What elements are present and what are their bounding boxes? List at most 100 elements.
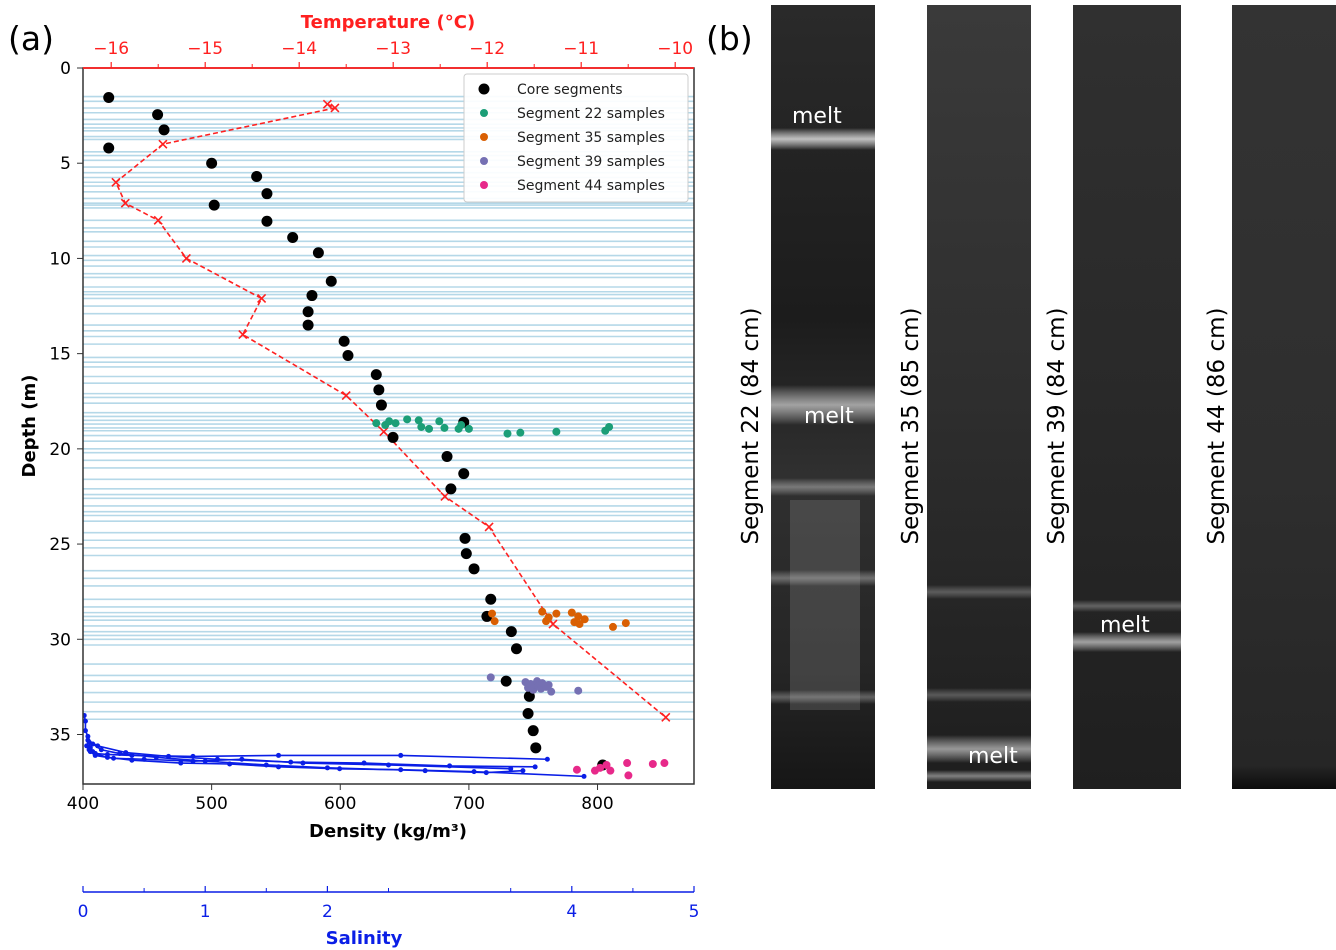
core-segment-point [500, 675, 512, 687]
legend-marker-core [478, 83, 490, 95]
depth-tick-label: 0 [60, 59, 71, 79]
salinity-profiles [83, 712, 587, 779]
segment-22-point [417, 422, 426, 431]
core-image-segment-35: melt Segment 35 (85 cm) [898, 5, 1031, 789]
salinity-point [178, 760, 184, 766]
temperature-tick-label: −10 [657, 39, 693, 59]
salinity-tick-label: 1 [200, 902, 211, 922]
core-segment-point [459, 532, 471, 544]
segment-39-label: Segment 39 (84 cm) [1044, 308, 1070, 545]
depth-tick-label: 20 [49, 440, 71, 460]
temperature-point [153, 215, 163, 225]
segment-22-point [385, 417, 394, 426]
salinity-point [104, 754, 110, 760]
salinity-point [361, 760, 367, 766]
segment-35-point [552, 609, 561, 618]
core-segment-point [208, 199, 220, 211]
depth-tick-label: 25 [49, 535, 71, 555]
segment-39-point [547, 687, 556, 696]
core-segment-point [302, 306, 314, 318]
core-segment-point [251, 171, 263, 183]
salinity-point [83, 718, 88, 724]
core-segment-point [522, 708, 534, 720]
temperature-point [379, 427, 389, 437]
density-tick-label: 600 [324, 794, 356, 814]
salinity-tick-label: 0 [78, 902, 89, 922]
temperature-ticks: −16 −15 −14 −13 −12 −11 −10 [93, 39, 693, 68]
segment-44-label: Segment 44 (86 cm) [1204, 308, 1230, 545]
segment-44-point [660, 759, 669, 768]
salinity-point [263, 762, 269, 768]
temperature-point [341, 390, 351, 401]
core-segment-point [375, 399, 387, 411]
melt-band-22d [771, 570, 875, 586]
core-segment-point [287, 231, 299, 243]
core-segment-point [460, 548, 472, 560]
core-segment-point [338, 335, 350, 347]
legend: Core segments Segment 22 samples Segment… [463, 73, 689, 203]
core-segment-point [206, 157, 218, 169]
legend-marker-seg35 [480, 133, 488, 141]
legend-marker-seg39 [480, 157, 488, 165]
salinity-tick-label: 2 [322, 902, 333, 922]
segment-22-point [457, 421, 466, 430]
segment-22-point [403, 415, 412, 424]
legend-label-core: Core segments [517, 82, 623, 98]
core-image-segment-39: melt Segment 39 (84 cm) [1044, 5, 1181, 789]
core-strip-39 [1073, 5, 1181, 789]
legend-label-seg35: Segment 35 samples [517, 130, 665, 146]
segment-22-point [391, 419, 400, 428]
temperature-point [330, 103, 340, 113]
melt-label-39: melt [1100, 613, 1150, 638]
temperature-point [661, 712, 671, 722]
segment-35-point [490, 617, 499, 626]
melt-label-35: melt [968, 744, 1018, 769]
salinity-point [202, 758, 208, 764]
density-tick-label: 800 [581, 794, 613, 814]
salinity-point [98, 747, 104, 753]
melt-band-22e [771, 690, 875, 704]
core-segment-point [152, 109, 164, 121]
segment-22-point [605, 422, 614, 431]
legend-label-seg44: Segment 44 samples [517, 178, 665, 194]
melt-band-22b [771, 385, 875, 425]
salinity-point [85, 733, 91, 739]
legend-marker-seg22 [480, 109, 488, 117]
depth-tick-label: 10 [49, 249, 71, 269]
salinity-point [581, 773, 587, 779]
salinity-point [123, 750, 129, 756]
core-segment-point [103, 142, 115, 154]
depth-tick-label: 5 [60, 154, 71, 174]
segment-39-point [486, 673, 495, 682]
segment-22-point [414, 416, 423, 425]
salinity-point [92, 751, 98, 757]
temperature-point [322, 99, 332, 109]
segment-22-point [552, 427, 561, 436]
temperature-point [484, 522, 494, 532]
temperature-point [120, 198, 130, 208]
segment-22-point [372, 419, 381, 428]
salinity-point [166, 753, 172, 759]
salinity-tick-label: 5 [689, 902, 700, 922]
core-strip-44 [1232, 5, 1336, 789]
salinity-point [85, 737, 91, 743]
temperature-axis-label: Temperature (°C) [301, 12, 475, 33]
salinity-tick-label: 4 [566, 902, 577, 922]
segment-35-point [538, 607, 547, 616]
segment-22-label: Segment 22 (84 cm) [738, 308, 764, 545]
salinity-point [83, 712, 87, 718]
density-ticks: 400 500 600 700 800 [67, 784, 614, 814]
legend-marker-seg44 [480, 181, 488, 189]
segment-22-point [464, 424, 473, 433]
temperature-point [181, 253, 191, 263]
bright-zone-22 [790, 500, 860, 710]
segment-44-point [648, 760, 657, 769]
temperature-point [440, 491, 450, 502]
salinity-line [83, 715, 548, 761]
melt-label-22a: melt [792, 104, 842, 129]
salinity-point [544, 756, 550, 762]
salinity-point [324, 765, 330, 771]
salinity-point [83, 728, 88, 734]
salinity-point [508, 766, 514, 772]
